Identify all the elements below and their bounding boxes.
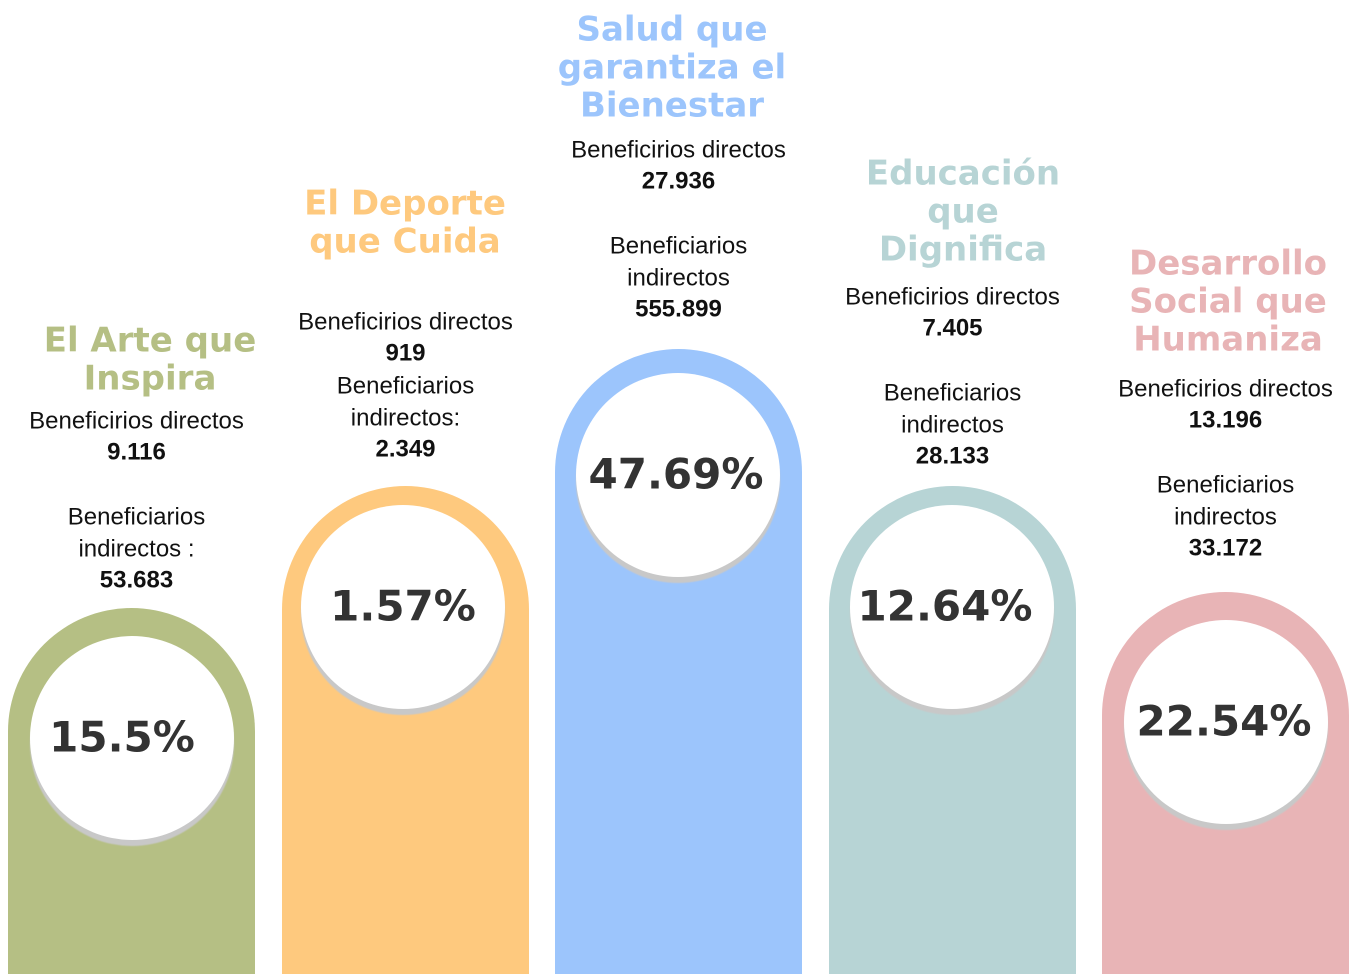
indirect-label: Beneficiarios bbox=[68, 503, 205, 530]
indirect-label: Beneficiarios bbox=[884, 379, 1021, 406]
direct-label: Beneficirios directos bbox=[845, 283, 1060, 310]
indirect-value: 28.133 bbox=[916, 442, 989, 469]
indirect-label: indirectos bbox=[901, 411, 1004, 438]
direct-label: Beneficirios directos bbox=[1118, 375, 1333, 402]
indirect-label: Beneficiarios bbox=[1157, 471, 1294, 498]
column-title: Dignifica bbox=[879, 230, 1047, 270]
column-title: que Cuida bbox=[309, 222, 501, 262]
column-title: Educación bbox=[866, 154, 1060, 194]
percent-circle bbox=[576, 373, 780, 577]
indirect-label: indirectos bbox=[627, 264, 730, 291]
percent: 15.5% bbox=[49, 713, 195, 762]
column-title: El Deporte bbox=[304, 184, 506, 224]
direct-value: 9.116 bbox=[107, 438, 166, 465]
indirect-value: 2.349 bbox=[375, 435, 435, 462]
percent-circle bbox=[1124, 620, 1328, 824]
column-title: Social que bbox=[1129, 282, 1327, 322]
column-title: Inspira bbox=[84, 359, 217, 399]
column-title: Bienestar bbox=[580, 86, 764, 126]
indirect-label: indirectos bbox=[1174, 503, 1277, 530]
direct-label: Beneficirios directos bbox=[29, 407, 244, 434]
percent: 12.64% bbox=[858, 582, 1033, 631]
percent-circle bbox=[30, 636, 234, 840]
direct-value: 7.405 bbox=[922, 314, 982, 341]
direct-label: Beneficirios directos bbox=[571, 136, 786, 163]
direct-value: 27.936 bbox=[642, 167, 715, 194]
direct-value: 13.196 bbox=[1189, 406, 1262, 433]
direct-value: 919 bbox=[385, 339, 425, 366]
percent: 22.54% bbox=[1137, 697, 1312, 746]
column-title: Humaniza bbox=[1133, 320, 1323, 360]
indirect-label: Beneficiarios bbox=[337, 372, 474, 399]
percent-circle bbox=[850, 505, 1054, 709]
indirect-label: Beneficiarios bbox=[610, 232, 747, 259]
indirect-value: 53.683 bbox=[100, 566, 173, 593]
percent-circle bbox=[301, 505, 505, 709]
indirect-value: 33.172 bbox=[1189, 534, 1262, 561]
percent: 1.57% bbox=[330, 582, 476, 631]
column-title: Desarrollo bbox=[1129, 244, 1327, 284]
direct-label: Beneficirios directos bbox=[298, 308, 513, 335]
indirect-label: indirectos: bbox=[351, 404, 460, 431]
indirect-value: 555.899 bbox=[635, 295, 722, 322]
column-title: El Arte que bbox=[44, 321, 257, 361]
percent: 47.69% bbox=[589, 450, 764, 499]
indirect-label: indirectos : bbox=[78, 535, 194, 562]
column-title: Salud que bbox=[576, 10, 767, 50]
column-title: garantiza el bbox=[558, 48, 786, 88]
column-title: que bbox=[927, 192, 999, 232]
